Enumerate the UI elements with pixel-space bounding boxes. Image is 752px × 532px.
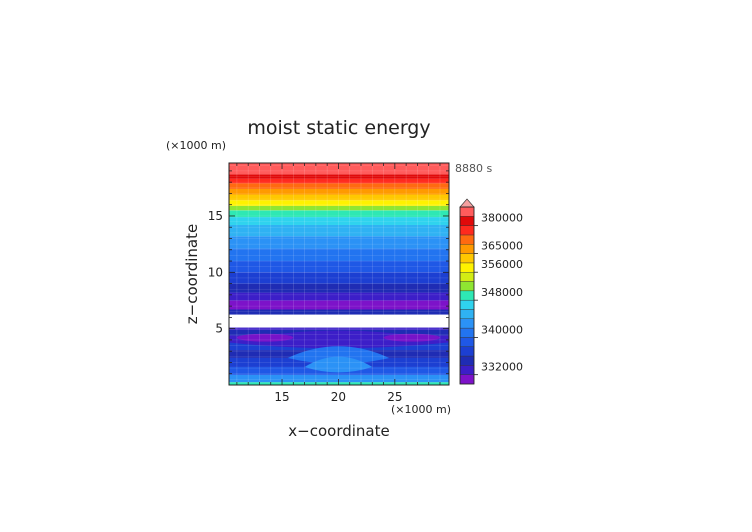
colorbar-swatch-1: [459, 365, 475, 375]
contour-band-1: [229, 374, 449, 383]
colorbar: [459, 198, 475, 385]
contour-band-20: [229, 210, 449, 218]
contour-band-25: [229, 183, 449, 189]
colorbar-swatch-5: [459, 327, 475, 338]
contour-band-28: [229, 163, 449, 175]
y-axis-ticks: 5 10 15: [208, 170, 449, 375]
contour-band-10: [229, 309, 449, 315]
contour-band-17: [229, 236, 449, 249]
contour-band-13: [229, 283, 449, 293]
colorbar-swatch-0: [459, 374, 475, 385]
colorbar-swatch-16: [459, 225, 475, 236]
colorbar-label-0: 332000: [481, 361, 523, 374]
contour-feature-1: [287, 346, 390, 365]
x-tick-label-2: 25: [387, 390, 402, 404]
plot-frame: [228, 162, 450, 386]
contour-band-21: [229, 205, 449, 211]
contour-band-14: [229, 272, 449, 284]
colorbar-label-1: 340000: [481, 323, 523, 336]
contour-band-24: [229, 188, 449, 195]
contour-feature-3: [236, 333, 294, 342]
colorbar-swatch-6: [459, 318, 475, 329]
colorbar-swatch-7: [459, 309, 475, 319]
colorbar-frame: [459, 206, 475, 385]
contour-band-23: [229, 194, 449, 201]
y-axis-label: z−coordinate: [183, 224, 201, 324]
grid-lines: [229, 163, 449, 385]
colorbar-extend-arrow: [459, 198, 475, 208]
contour-band-9: [229, 314, 449, 328]
x-tick-label-0: 15: [274, 390, 289, 404]
contour-feature-4: [383, 333, 440, 342]
contour-band-0: [229, 382, 449, 385]
y-unit-label: (×1000 m): [166, 139, 226, 152]
colorbar-swatch-4: [459, 337, 475, 347]
contour-band-19: [229, 217, 449, 225]
colorbar-swatch-18: [459, 206, 475, 217]
x-axis-label: x−coordinate: [288, 422, 389, 440]
chart-title: moist static energy: [247, 117, 430, 139]
contour-band-26: [229, 178, 449, 184]
contour-band-11: [229, 300, 449, 310]
colorbar-swatch-9: [459, 290, 475, 301]
contour-band-12: [229, 292, 449, 301]
contour-features: [229, 330, 449, 373]
x-axis-ticks: 15 20 25: [236, 163, 441, 404]
time-label: 8880 s: [455, 162, 492, 175]
colorbar-swatch-10: [459, 281, 475, 292]
contour-band-18: [229, 224, 449, 237]
contour-band-22: [229, 200, 449, 206]
colorbar-swatch-11: [459, 272, 475, 282]
colorbar-swatch-17: [459, 216, 475, 226]
colorbar-swatch-8: [459, 299, 475, 310]
y-tick-label-1: 10: [208, 265, 223, 279]
colorbar-label-4: 365000: [481, 240, 523, 253]
colorbar-swatch-3: [459, 346, 475, 357]
contour-band-8: [229, 327, 449, 330]
colorbar-swatch-2: [459, 355, 475, 366]
colorbar-swatch-12: [459, 262, 475, 273]
colorbar-labels: 332000 340000 348000 356000 365000 380000: [474, 212, 523, 376]
colorbar-label-3: 356000: [481, 258, 523, 271]
colorbar-label-2: 348000: [481, 286, 523, 299]
x-tick-label-1: 20: [331, 390, 346, 404]
colorbar-swatch-15: [459, 234, 475, 245]
y-tick-label-0: 5: [215, 322, 223, 336]
colorbar-swatch-13: [459, 253, 475, 264]
contour-feature-2: [304, 356, 373, 373]
colorbar-label-5: 380000: [481, 212, 523, 225]
contour-band-16: [229, 248, 449, 262]
x-unit-label: (×1000 m): [391, 403, 451, 416]
colorbar-swatch-14: [459, 244, 475, 254]
y-tick-label-2: 15: [208, 209, 223, 223]
contour-band-27: [229, 174, 449, 179]
plot-area: [228, 162, 450, 386]
contour-band-15: [229, 261, 449, 273]
